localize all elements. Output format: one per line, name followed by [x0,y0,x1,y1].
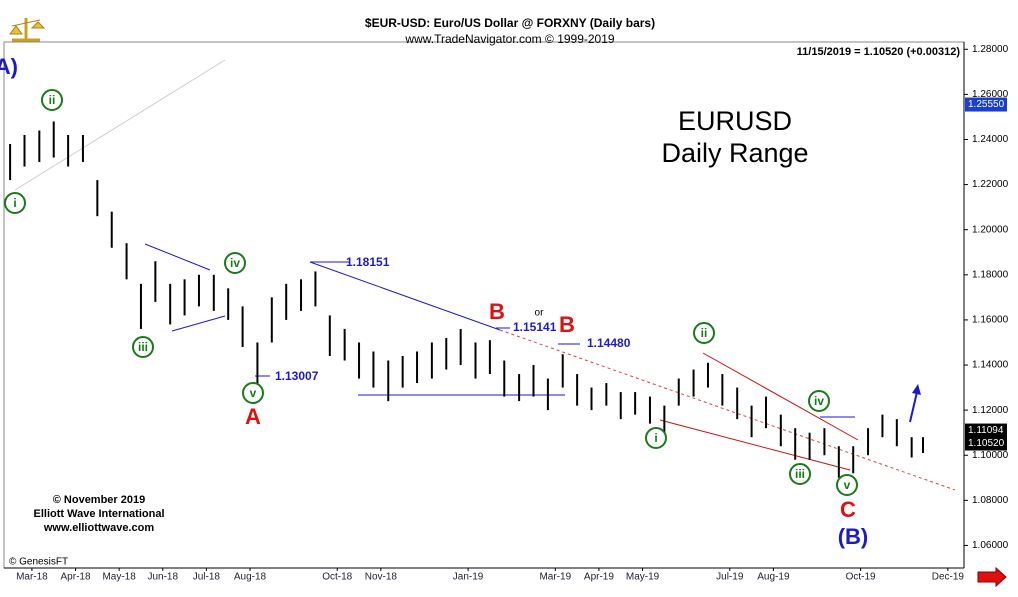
wave-label: i [13,196,16,210]
headline: Daily Range [661,138,808,168]
y-tick-label: 1.06000 [972,540,1009,551]
x-tick-label: May-19 [626,572,660,583]
x-tick-label: Mar-18 [16,572,48,583]
x-tick-label: Oct-18 [322,572,352,583]
x-tick-label: Aug-19 [757,572,790,583]
correction-label: C [840,497,856,522]
y-tick-label: 1.24000 [972,134,1009,145]
wave-label: ii [701,326,708,340]
y-tick-label: 1.22000 [972,179,1009,190]
price-label: 1.13007 [275,369,319,383]
x-tick-label: Aug-18 [234,572,267,583]
y-tick-label: 1.18000 [972,269,1009,280]
x-tick-label: Mar-19 [539,572,571,583]
wave-circle [132,336,154,358]
y-tick-label: 1.28000 [972,44,1009,55]
chart-title: $EUR-USD: Euro/US Dollar @ FORXNY (Daily… [365,16,655,30]
wave-circle [224,252,246,274]
trendlines [14,59,956,491]
wave-circle [789,463,811,485]
data-source: © GenesisFT [9,557,68,568]
price-marker [965,97,1007,112]
correction-label: B [559,312,575,337]
wave-label: iii [138,340,148,354]
x-tick-label: Jul-18 [193,572,221,583]
x-tick-label: Jan-19 [453,572,484,583]
wave-circle [41,89,63,111]
correction-label: A [245,404,261,429]
price-label: 1.15141 [513,320,557,334]
x-tick-label: May-18 [102,572,136,583]
x-tick-label: Apr-19 [584,572,614,583]
chart-subtitle: www.TradeNavigator.com © 1999-2019 [404,32,614,46]
wave-label: iv [230,256,240,270]
x-tick-label: Apr-18 [61,572,91,583]
x-tick-label: Dec-19 [932,572,965,583]
wave-circle [836,474,858,496]
x-tick-label: Jun-18 [147,572,178,583]
price-marker-label: 1.25550 [968,99,1005,110]
wave-label: ii [49,93,56,107]
or-label: or [535,308,545,319]
wave-circle [242,382,264,404]
headline: EURUSD [678,106,792,136]
logo [9,18,46,42]
y-tick-label: 1.12000 [972,405,1009,416]
y-tick-label: 1.08000 [972,495,1009,506]
price-marker [965,436,1007,451]
price-label: 1.18151 [346,255,390,269]
x-tick-label: Oct-19 [846,572,876,583]
price-marker [965,423,1007,438]
correction-label: B [489,299,505,324]
wave-label: iv [814,394,824,408]
wave-circle [645,427,667,449]
price-label: 1.14480 [587,336,631,350]
y-tick-label: 1.16000 [972,315,1009,326]
wave-label: v [844,478,851,492]
wave-label: iii [795,467,805,481]
x-tick-label: Nov-18 [365,572,398,583]
y-tick-label: 1.20000 [972,224,1009,235]
credit: www.elliottwave.com [43,522,154,534]
price-marker-label: 1.10520 [968,438,1005,449]
y-tick-label: 1.26000 [972,89,1009,100]
degree-label: (B) [838,524,869,549]
credit: © November 2019 [53,494,146,506]
wave-label: v [250,386,257,400]
degree-label: (A) [0,54,18,79]
wave-circle [4,192,26,214]
scroll-arrow[interactable] [977,566,1007,588]
credit: Elliott Wave International [34,508,165,520]
price-marker-label: 1.11094 [968,425,1004,436]
wave-circle [693,322,715,344]
y-tick-label: 1.14000 [972,360,1009,371]
last-quote: 11/15/2019 = 1.10520 (+0.00312) [797,46,961,58]
wave-label: i [654,431,657,445]
y-tick-label: 1.10000 [972,450,1009,461]
wave-circle [808,390,830,412]
x-tick-label: Jul-19 [716,572,744,583]
